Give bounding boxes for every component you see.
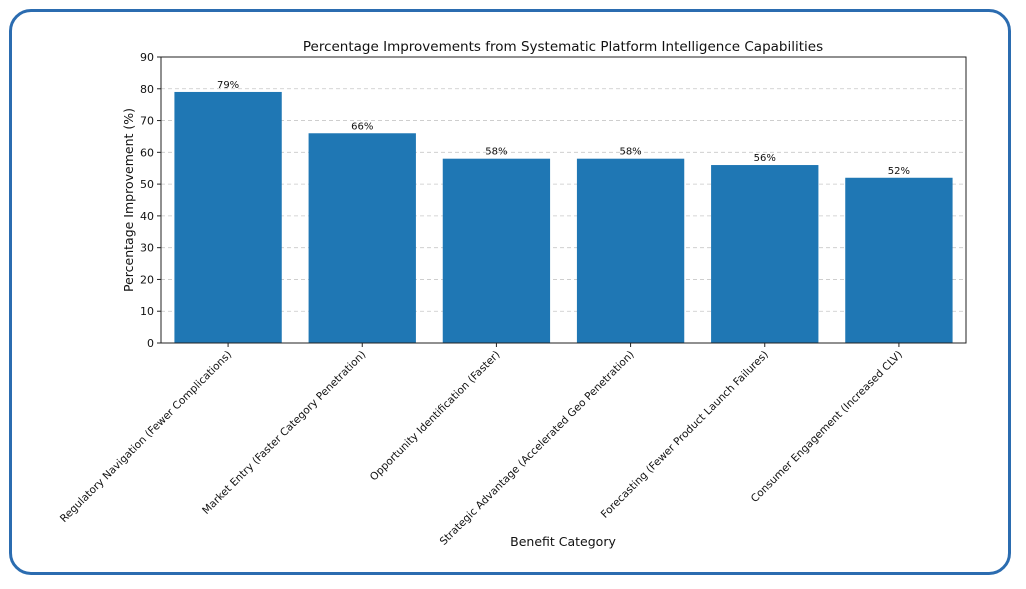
y-tick-label: 10 bbox=[140, 305, 154, 318]
y-tick-label: 80 bbox=[140, 83, 154, 96]
data-label: 66% bbox=[351, 121, 373, 132]
x-tick-label: Opportunity Identification (Faster) bbox=[368, 349, 503, 484]
x-tick-label: Consumer Engagement (Increased CLV) bbox=[749, 349, 905, 505]
data-label: 58% bbox=[485, 147, 507, 158]
bar bbox=[442, 158, 551, 343]
y-tick-label: 0 bbox=[147, 337, 154, 350]
y-axis-label: Percentage Improvement (%) bbox=[121, 108, 136, 292]
x-tick-label: Regulatory Navigation (Fewer Complicatio… bbox=[58, 349, 234, 525]
data-label: 56% bbox=[754, 153, 776, 164]
y-tick-label: 70 bbox=[140, 115, 154, 128]
bar bbox=[711, 165, 819, 343]
data-label: 58% bbox=[619, 147, 641, 158]
chart-title: Percentage Improvements from Systematic … bbox=[303, 39, 823, 55]
x-tick-label: Market Entry (Faster Category Penetratio… bbox=[200, 349, 368, 517]
y-tick-label: 40 bbox=[140, 210, 154, 223]
bar bbox=[308, 133, 416, 343]
bar bbox=[174, 91, 282, 343]
bar bbox=[845, 177, 953, 343]
y-tick-label: 90 bbox=[140, 51, 154, 64]
card-border bbox=[9, 9, 1011, 575]
y-tick-label: 50 bbox=[140, 178, 154, 191]
y-tick-label: 60 bbox=[140, 146, 154, 159]
x-axis-label: Benefit Category bbox=[510, 534, 616, 549]
y-tick-label: 20 bbox=[140, 273, 154, 286]
data-label: 79% bbox=[217, 80, 239, 91]
y-tick-label: 30 bbox=[140, 242, 154, 255]
data-label: 52% bbox=[888, 166, 910, 177]
x-tick-label: Forecasting (Fewer Product Launch Failur… bbox=[599, 349, 771, 521]
bar bbox=[576, 158, 685, 343]
plot-frame bbox=[160, 56, 967, 344]
